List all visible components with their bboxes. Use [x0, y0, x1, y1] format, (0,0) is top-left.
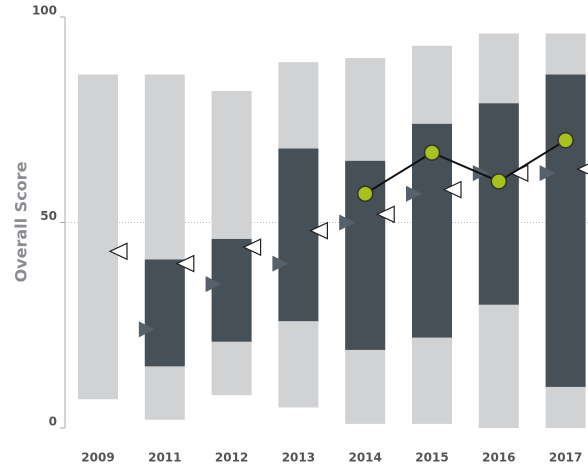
- x-tick-label: 2016: [482, 451, 515, 465]
- triangle-marker: [108, 242, 128, 261]
- score-point: [557, 132, 574, 149]
- score-point: [423, 144, 441, 161]
- y-tick-label: 50: [40, 209, 57, 223]
- range-bar: [478, 103, 519, 305]
- triangle-marker: [205, 276, 222, 293]
- triangle-marker: [539, 165, 556, 182]
- score-point: [490, 173, 508, 190]
- triangle-marker: [576, 163, 588, 175]
- triangle-marker: [442, 180, 462, 199]
- range-bar: [211, 238, 252, 342]
- triangle-marker: [375, 205, 395, 224]
- triangle-marker: [308, 221, 328, 240]
- triangle-marker: [406, 185, 422, 202]
- y-tick-label: 100: [32, 4, 57, 18]
- x-tick-label: 2009: [81, 451, 114, 465]
- triangle-marker: [339, 214, 356, 231]
- x-tick-label: 2011: [148, 451, 181, 465]
- range-bar: [78, 74, 118, 400]
- y-axis-label: Overall Score: [12, 161, 31, 282]
- range-bar: [144, 74, 185, 420]
- x-tick-label: 2017: [549, 451, 582, 465]
- triangle-marker: [175, 254, 195, 273]
- range-bar: [278, 148, 319, 322]
- x-tick-label: 2013: [282, 451, 315, 465]
- range-bar: [545, 74, 586, 387]
- score-line: [364, 139, 567, 195]
- x-tick-label: 2014: [348, 451, 381, 465]
- score-point: [356, 185, 374, 202]
- x-tick-label: 2015: [415, 451, 448, 465]
- triangle-marker: [242, 238, 262, 257]
- range-bar: [144, 259, 185, 367]
- triangle-marker: [272, 255, 289, 272]
- triangle-marker: [138, 321, 155, 338]
- y-tick-label: 0: [49, 415, 57, 429]
- x-tick-label: 2012: [215, 451, 248, 465]
